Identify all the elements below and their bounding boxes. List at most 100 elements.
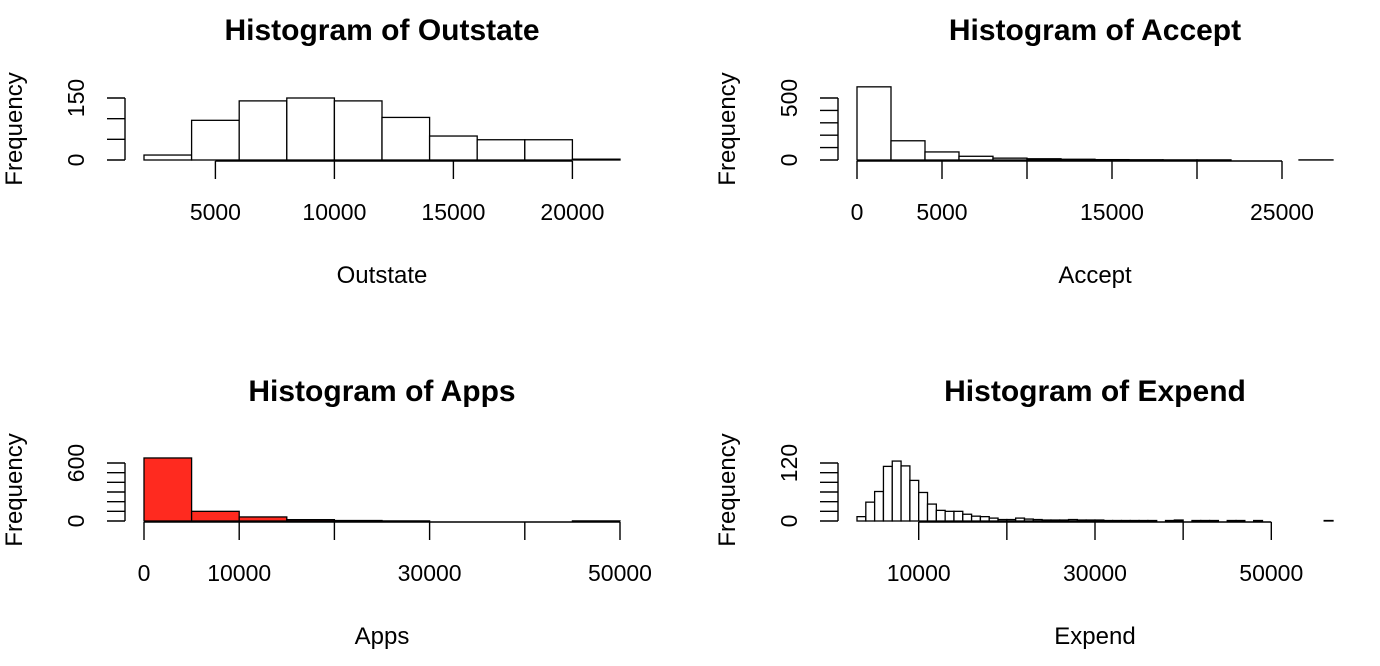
histogram-bar	[873, 490, 885, 522]
y-tick-label: 120	[776, 444, 802, 482]
histogram-bar	[909, 479, 920, 522]
x-tick-label: 5000	[190, 199, 241, 225]
histogram-bar	[997, 518, 1008, 522]
histogram-bar	[882, 465, 893, 522]
x-axis-label: Apps	[355, 623, 410, 650]
histogram-bar	[238, 516, 288, 522]
y-tick-label: 500	[776, 79, 802, 117]
chart-title: Histogram of Apps	[248, 375, 515, 408]
histogram-bar	[856, 86, 892, 161]
histogram-bar	[926, 503, 937, 522]
x-axis: 5000 10000 15000 20000	[190, 160, 604, 225]
histogram-bars	[856, 86, 1334, 161]
x-axis-label: Expend	[1054, 623, 1135, 650]
histogram-bar	[979, 516, 990, 522]
histogram-bar	[1094, 519, 1105, 522]
histogram-bar	[286, 97, 336, 161]
histogram-bar	[1085, 519, 1096, 522]
histogram-bar	[1060, 158, 1096, 161]
x-tick-label: 30000	[1063, 560, 1127, 586]
y-axis-label: Frequency	[714, 72, 741, 185]
histogram-bar	[286, 518, 336, 522]
histogram-bar	[962, 513, 973, 522]
histogram-bar	[944, 510, 955, 522]
y-axis-label: Frequency	[1, 433, 28, 546]
x-tick-label: 25000	[1250, 199, 1314, 225]
y-axis-label: Frequency	[714, 433, 741, 546]
y-tick-label: 0	[776, 154, 802, 167]
x-tick-label: 10000	[302, 199, 366, 225]
panel-outstate: Histogram of Outstate Outstate Frequency…	[1, 14, 621, 289]
histogram-bar	[1076, 519, 1087, 522]
x-tick-label: 10000	[207, 560, 271, 586]
x-tick-label: 15000	[1080, 199, 1144, 225]
histogram-bar	[988, 517, 999, 522]
histogram-bar	[918, 491, 929, 522]
histogram-bar	[935, 509, 946, 522]
x-tick-label: 10000	[887, 560, 951, 586]
histogram-bar	[190, 510, 240, 522]
x-axis-label: Accept	[1058, 262, 1132, 289]
histogram-bar	[856, 516, 867, 522]
histogram-bar	[1026, 158, 1062, 161]
histogram-bar	[333, 100, 383, 161]
x-tick-label: 5000	[916, 199, 967, 225]
histogram-bar	[924, 151, 960, 161]
y-axis: 0 150	[63, 79, 126, 167]
histogram-bar	[970, 515, 982, 522]
x-axis: 0 10000 30000 50000	[138, 521, 652, 586]
histogram-bar	[890, 140, 926, 161]
histogram-bar	[190, 119, 240, 161]
histogram-bar	[428, 135, 478, 161]
histogram-bar	[1059, 519, 1070, 522]
y-tick-label: 0	[63, 154, 89, 167]
histogram-bar	[476, 139, 526, 161]
histogram-bar	[1173, 519, 1184, 522]
y-tick-label: 600	[63, 444, 89, 482]
y-axis-label: Frequency	[1, 72, 28, 185]
histogram-bar	[891, 460, 902, 522]
y-axis: 0 600	[63, 444, 126, 528]
x-axis-label: Outstate	[337, 262, 428, 289]
histogram-bar	[953, 510, 964, 522]
histogram-bar	[143, 457, 193, 522]
histogram-bar	[1015, 517, 1026, 522]
panel-expend: Histogram of Expend Expend Frequency 100…	[714, 375, 1334, 650]
x-tick-label: 50000	[588, 560, 652, 586]
histogram-bar	[238, 100, 288, 161]
y-tick-label: 150	[63, 79, 89, 117]
histogram-bar	[1006, 518, 1017, 522]
histogram-bar	[381, 116, 431, 161]
histogram-bar	[524, 139, 574, 161]
histogram-bars	[143, 97, 621, 161]
histogram-bars	[143, 457, 621, 522]
histogram-bar	[1041, 519, 1052, 522]
y-tick-label: 0	[776, 515, 802, 528]
chart-title: Histogram of Expend	[944, 375, 1246, 408]
x-tick-label: 50000	[1239, 560, 1303, 586]
histogram-bar	[992, 157, 1028, 161]
chart-title: Histogram of Outstate	[224, 14, 539, 47]
x-tick-label: 20000	[540, 199, 604, 225]
x-tick-label: 0	[138, 560, 151, 586]
histogram-bar	[865, 501, 876, 522]
histogram-bar	[1067, 518, 1079, 522]
histogram-bar	[1050, 519, 1061, 522]
histogram-bar	[571, 158, 621, 161]
histogram-bar	[900, 465, 911, 522]
y-tick-label: 0	[63, 515, 89, 528]
histogram-bar	[1023, 518, 1034, 522]
histogram-bar	[143, 154, 193, 161]
x-axis: 0 5000 15000 25000	[851, 160, 1314, 225]
histogram-bar	[958, 155, 994, 161]
panel-accept: Histogram of Accept Accept Frequency 0 50…	[714, 14, 1334, 289]
histogram-bar	[1032, 518, 1043, 522]
y-axis: 0 120	[776, 444, 839, 528]
chart-title: Histogram of Accept	[949, 14, 1241, 47]
x-tick-label: 30000	[398, 560, 462, 586]
panel-apps: Histogram of Apps Apps Frequency 0 10000 3…	[1, 375, 652, 650]
y-axis: 0 500	[776, 79, 839, 167]
x-tick-label: 15000	[421, 199, 485, 225]
